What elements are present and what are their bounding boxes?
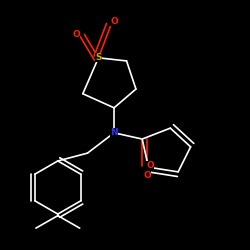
Text: S: S (95, 53, 102, 62)
Text: O: O (73, 30, 80, 39)
Text: O: O (143, 170, 151, 179)
Text: N: N (110, 128, 118, 137)
Text: O: O (110, 18, 118, 26)
Text: O: O (146, 161, 154, 170)
